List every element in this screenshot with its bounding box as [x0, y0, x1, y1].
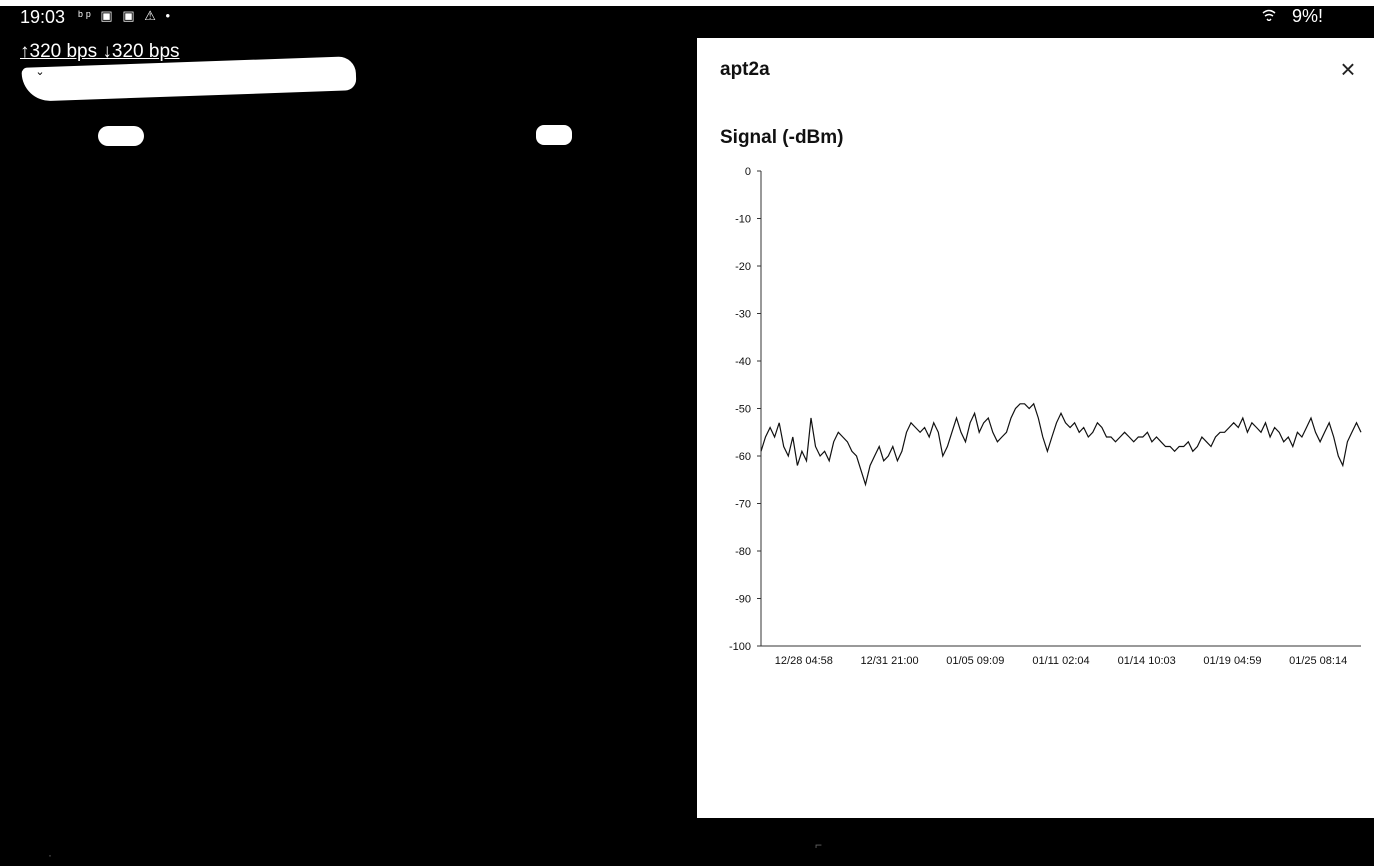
redacted-text	[21, 56, 357, 102]
y-tick-label: -40	[735, 356, 751, 368]
signal-chart: 0 -10 -20 -30 -40 -50 -60 -70 -80 -90 -100 12/28 04…	[729, 166, 1362, 667]
x-tick-label: 01/25 08:14	[1289, 655, 1347, 667]
redacted-label	[536, 125, 572, 145]
navigation-bar: · ⌐	[0, 818, 1374, 866]
y-tick-label: -20	[735, 261, 751, 273]
top-edge	[0, 0, 1374, 6]
y-tick-label: -10	[735, 214, 751, 226]
y-tick-label: -70	[735, 499, 751, 511]
x-tick-label: 12/28 04:58	[775, 655, 833, 667]
chart-title: Signal (-dBm)	[720, 127, 844, 148]
nav-indicator: ·	[48, 848, 52, 862]
signal-series-line	[760, 402, 1362, 487]
battery-level: 9%!	[1292, 6, 1324, 26]
chevron-down-icon[interactable]: ⌄	[35, 66, 45, 78]
x-tick-label: 01/14 10:03	[1118, 655, 1176, 667]
network-speed: ↑320 bps ↓320 bps	[20, 41, 180, 62]
y-tick-label: 0	[745, 166, 751, 178]
x-tick-label: 01/05 09:09	[946, 655, 1004, 667]
notification-icons: ᵇᵖ ▣ ▣ ⚠ •	[78, 8, 174, 23]
network-name-title: apt2a	[720, 59, 770, 80]
close-icon[interactable]: ×	[1340, 54, 1356, 84]
nav-indicator: ⌐	[815, 838, 823, 852]
y-tick-label: -50	[735, 404, 751, 416]
x-tick-label: 01/11 02:04	[1032, 655, 1089, 667]
x-tick-label: 12/31 21:00	[861, 655, 919, 667]
y-tick-label: -60	[735, 451, 751, 463]
y-tick-label: -100	[729, 641, 751, 653]
status-bar: 19:03 ᵇᵖ ▣ ▣ ⚠ • 9%!	[0, 6, 1374, 28]
y-tick-label: -90	[735, 594, 751, 606]
y-tick-label: -80	[735, 546, 751, 558]
status-time: 19:03	[20, 7, 66, 27]
signal-history-panel: apt2a × Signal (-dBm) 0 -10 -20 -30 -40 -50 -6…	[697, 38, 1374, 818]
redacted-label	[98, 126, 144, 146]
y-tick-label: -30	[735, 309, 751, 321]
x-tick-label: 01/19 04:59	[1203, 655, 1261, 667]
wifi-icon	[1262, 9, 1276, 24]
